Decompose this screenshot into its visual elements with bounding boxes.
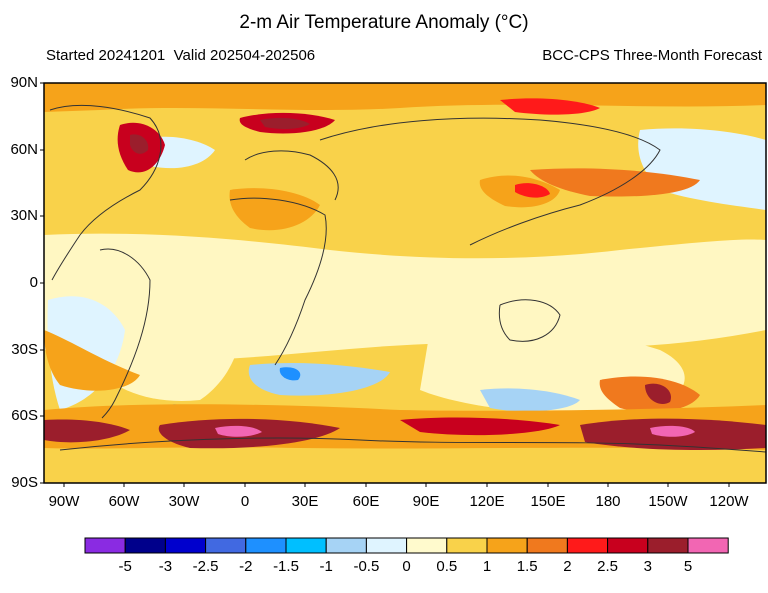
hot-scandinavia-core xyxy=(260,117,310,129)
lon-label-150w: 150W xyxy=(648,493,688,510)
colorbar-swatch xyxy=(607,537,649,554)
cool-patch-indian xyxy=(480,388,580,412)
colorbar-swatch xyxy=(205,537,247,554)
colorbar-swatch xyxy=(406,537,448,554)
colorbar-swatch xyxy=(687,537,729,554)
colorbar-swatch xyxy=(285,537,327,554)
map-title: 2-m Air Temperature Anomaly (°C) xyxy=(239,12,529,33)
colorbar-swatch xyxy=(325,537,367,554)
hot-antarctic-west xyxy=(44,419,130,443)
axis-ticks xyxy=(40,82,730,487)
colorbar-label: -2 xyxy=(239,558,253,575)
colorbar-swatch xyxy=(84,537,126,554)
coast-europe xyxy=(244,150,339,201)
anomaly-field xyxy=(44,83,766,483)
lon-label-30e: 30E xyxy=(291,493,319,510)
colorbar-label: -1.5 xyxy=(273,558,299,575)
valid-period: Valid 202504-202506 xyxy=(173,47,316,64)
hot-antarctic-indian xyxy=(400,417,560,436)
colorbar-label: -1 xyxy=(319,558,333,575)
lat-label-0: 0 xyxy=(29,274,38,291)
colorbar-label: -2.5 xyxy=(192,558,219,575)
lon-label-90w: 90W xyxy=(48,493,80,510)
warm-northpacific xyxy=(530,168,700,197)
lat-label-30s: 30S xyxy=(11,341,38,358)
colorbar-swatch xyxy=(647,537,689,554)
warm-sahara xyxy=(229,188,320,231)
colorbar xyxy=(84,537,729,554)
coast-africa xyxy=(229,197,327,366)
hot-antarctic-pacific-pink xyxy=(650,425,695,437)
colorbar-label: -0.5 xyxy=(353,558,380,575)
hot-japan xyxy=(515,183,550,198)
colorbar-label: 0.5 xyxy=(436,558,458,575)
colorbar-label: 2.5 xyxy=(597,558,619,575)
colorbar-swatch xyxy=(124,537,166,554)
coastlines xyxy=(49,104,766,453)
colorbar-swatch xyxy=(164,537,207,554)
lon-label-60e: 60E xyxy=(352,493,380,510)
coast-antarctica xyxy=(59,437,766,453)
lat-label-60n: 60N xyxy=(10,141,38,158)
hot-siberia xyxy=(500,98,600,115)
warm-southeast-pacific xyxy=(44,330,140,391)
lat-label-60s: 60S xyxy=(11,407,38,424)
lon-label-120e: 120E xyxy=(469,493,505,510)
colorbar-swatch xyxy=(486,537,528,554)
colorbar-label: 3 xyxy=(643,558,652,575)
lon-label-0: 0 xyxy=(240,493,250,510)
colorbar-label: 1 xyxy=(482,558,492,575)
cool-core-1 xyxy=(279,367,301,381)
lat-label-90s: 90S xyxy=(11,474,38,491)
hot-south-pacific-core xyxy=(645,383,671,405)
coast-north-america xyxy=(49,104,162,281)
started-date: Started 20241201 xyxy=(46,47,166,64)
lon-label-120w: 120W xyxy=(709,493,749,510)
lon-label-180: 180 xyxy=(595,493,621,510)
colorbar-swatch xyxy=(365,537,408,554)
lat-label-90n: 90N xyxy=(10,74,38,91)
lat-label-30n: 30N xyxy=(10,207,38,224)
forecast-dates: Started 20241201 Valid 202504-202506 xyxy=(46,47,315,64)
field-pale-atlantic xyxy=(90,268,243,401)
colorbar-swatch xyxy=(566,537,609,554)
lon-label-30w: 30W xyxy=(168,493,200,510)
coast-south-america xyxy=(99,248,151,419)
colorbar-swatch xyxy=(245,537,287,554)
coast-australia xyxy=(498,299,561,342)
colorbar-label: 0 xyxy=(402,558,411,575)
colorbar-swatch xyxy=(446,537,488,554)
colorbar-label: 1.5 xyxy=(516,558,538,575)
forecast-source: BCC-CPS Three-Month Forecast xyxy=(542,47,762,64)
coast-asia xyxy=(319,117,661,246)
lon-label-90e: 90E xyxy=(412,493,440,510)
colorbar-label: -5 xyxy=(118,558,132,575)
hot-labrador-core xyxy=(130,134,149,154)
hot-antarctic-pink xyxy=(215,425,262,437)
colorbar-label: 5 xyxy=(683,558,693,575)
lon-label-60w: 60W xyxy=(108,493,140,510)
colorbar-swatch xyxy=(526,537,568,554)
lon-label-150e: 150E xyxy=(530,493,566,510)
colorbar-label: 2 xyxy=(563,558,572,575)
colorbar-label: -3 xyxy=(158,558,173,575)
